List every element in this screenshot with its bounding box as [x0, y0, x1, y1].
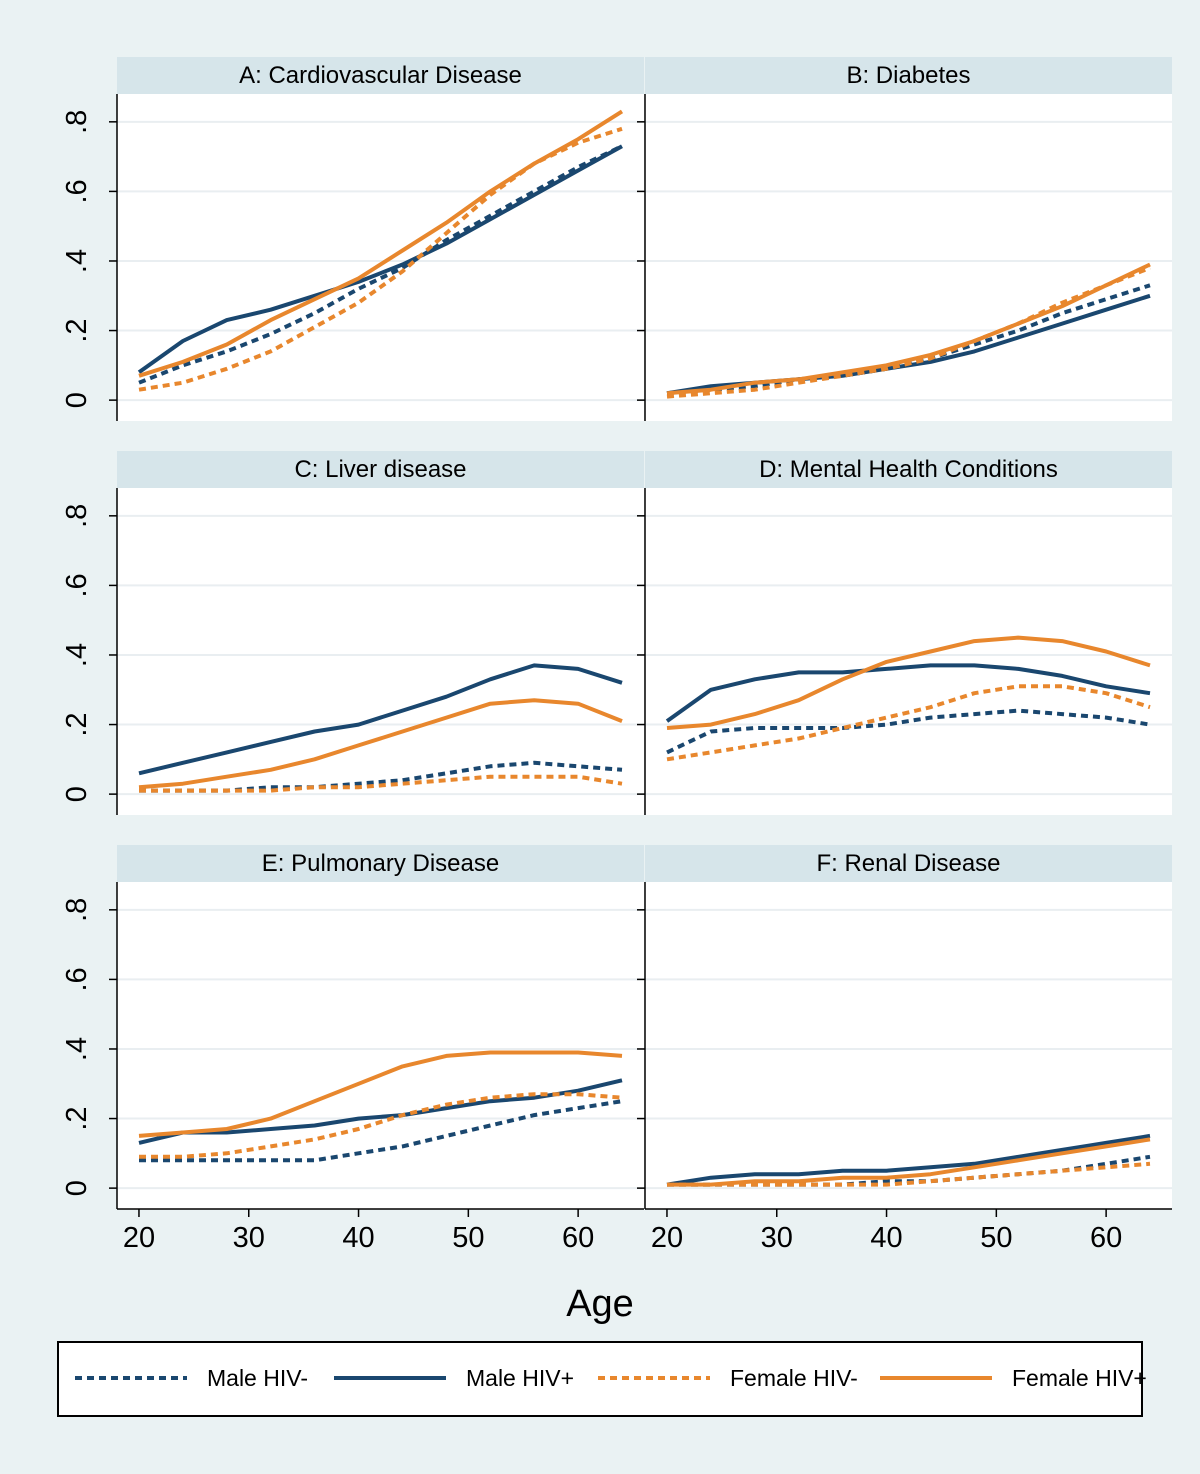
y-tick-label: .6: [61, 179, 93, 203]
panel-strip: [645, 451, 1172, 488]
series-line-male-hiv: [666, 708, 1151, 755]
series-line-male-hiv: [138, 663, 623, 776]
series-line-female-hiv: [667, 1137, 1151, 1187]
y-tick-label: .6: [61, 967, 93, 991]
x-axis-title: Age: [566, 1283, 634, 1325]
series-line-female-hiv: [139, 774, 623, 793]
legend-item-female-hiv: Female HIV+: [880, 1365, 1147, 1391]
y-tick-label: .4: [61, 643, 93, 667]
panel-title: F: Renal Disease: [816, 850, 1000, 877]
legend: Male HIV- Male HIV+ Female HIV- Female HIV+: [57, 1341, 1147, 1417]
x-tick-label: 30: [761, 1222, 793, 1254]
series-line-male-hiv: [137, 144, 623, 374]
series-line-female-hiv: [666, 266, 1151, 399]
panel-c-liver-disease: C: Liver disease 0 .2 .4 .6 .8: [61, 451, 644, 815]
panel-strip: [645, 845, 1172, 882]
y-tick-label: 0: [61, 786, 93, 802]
panel-f-renal-disease: F: Renal Disease 20 30 40 50 60: [637, 845, 1172, 1254]
series-line-female-hiv: [138, 1050, 623, 1138]
panel-title: B: Diabetes: [846, 62, 970, 89]
legend-label: Female HIV-: [730, 1365, 858, 1391]
y-tick-label: .2: [61, 318, 93, 342]
series-line-female-hiv: [666, 684, 1151, 762]
y-tick-label: .8: [61, 898, 93, 922]
panel-e-pulmonary-disease: E: Pulmonary Disease 0 .2 .4 .6 .8 20 30 40 50 60: [61, 845, 644, 1254]
series-line-male-hiv: [665, 663, 1151, 723]
y-tick-label: .4: [61, 1037, 93, 1061]
series-line-male-hiv: [139, 1099, 623, 1163]
plot-area: [645, 882, 1172, 1209]
y-tick-label: .8: [61, 504, 93, 528]
y-tick-label: .2: [61, 1106, 93, 1130]
plot-area: [645, 488, 1172, 815]
legend-label: Female HIV+: [1012, 1365, 1147, 1391]
y-tick-label: .6: [61, 573, 93, 597]
series-line-male-hiv: [666, 1133, 1151, 1187]
plot-area: [117, 882, 644, 1209]
series-line-male-hiv: [139, 760, 623, 793]
legend-label: Male HIV+: [466, 1365, 574, 1391]
x-tick-label: 60: [562, 1222, 594, 1254]
y-tick-label: .2: [61, 712, 93, 736]
panel-strip: [645, 57, 1172, 94]
legend-item-female-hiv: Female HIV-: [598, 1365, 858, 1391]
panels: A: Cardiovascular Disease 0 .2 .4 .6 .8 B: Dia…: [61, 57, 1172, 1254]
y-tick-label: 0: [61, 392, 93, 408]
x-tick-label: 40: [870, 1222, 902, 1254]
x-tick-label: 40: [342, 1222, 374, 1254]
panel-title: A: Cardiovascular Disease: [239, 62, 522, 89]
x-tick-label: 50: [452, 1222, 484, 1254]
x-tick-label: 20: [651, 1222, 683, 1254]
x-tick-label: 60: [1090, 1222, 1122, 1254]
panel-b-diabetes: B: Diabetes: [637, 57, 1172, 421]
legend-item-male-hiv: Male HIV-: [75, 1365, 308, 1391]
series-line-female-hiv: [666, 635, 1151, 730]
series-line-male-hiv: [138, 1078, 623, 1145]
x-tick-label: 50: [980, 1222, 1012, 1254]
panel-a-cardiovascular-disease: A: Cardiovascular Disease 0 .2 .4 .6 .8: [61, 57, 644, 421]
series-line-female-hiv: [667, 1161, 1151, 1187]
series-line-female-hiv: [139, 1092, 623, 1159]
panel-strip: [117, 845, 644, 882]
series-line-male-hiv: [138, 144, 623, 385]
plot-area: [117, 94, 644, 421]
y-tick-label: 0: [61, 1180, 93, 1196]
legend-label: Male HIV-: [207, 1365, 308, 1391]
y-tick-label: .8: [61, 110, 93, 134]
panel-d-mental-health-conditions: D: Mental Health Conditions: [637, 451, 1172, 815]
x-tick-label: 30: [233, 1222, 265, 1254]
panel-title: D: Mental Health Conditions: [759, 456, 1058, 483]
series-line-female-hiv: [138, 109, 624, 378]
plot-area: [117, 488, 644, 815]
panel-title: C: Liver disease: [294, 456, 466, 483]
y-tick-label: .4: [61, 249, 93, 273]
panel-strip: [117, 57, 644, 94]
legend-item-male-hiv: Male HIV+: [334, 1365, 574, 1391]
panel-title: E: Pulmonary Disease: [262, 850, 499, 877]
x-tick-label: 20: [123, 1222, 155, 1254]
series-line-female-hiv: [666, 262, 1151, 396]
series-line-female-hiv: [138, 698, 623, 790]
panel-strip: [117, 451, 644, 488]
plot-area: [645, 94, 1172, 421]
